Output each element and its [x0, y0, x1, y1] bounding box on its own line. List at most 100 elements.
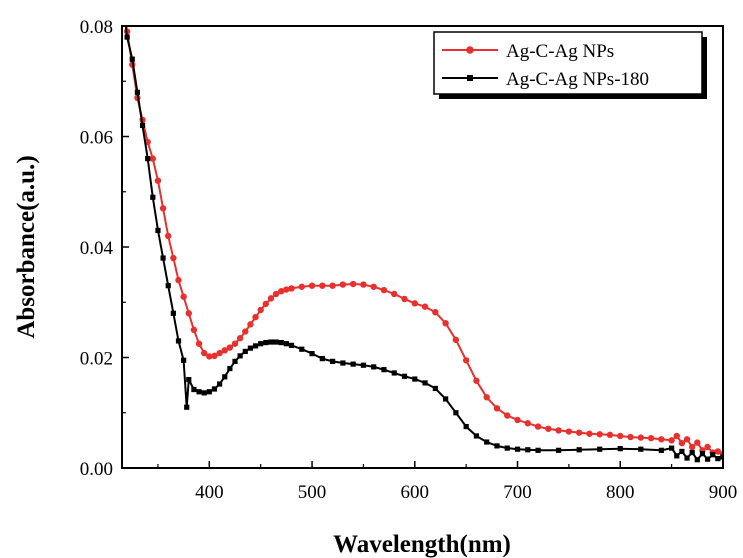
data-point	[494, 443, 500, 449]
data-point	[463, 423, 469, 430]
data-point	[263, 339, 269, 346]
data-point	[720, 454, 723, 460]
data-point	[391, 290, 398, 298]
data-point	[195, 340, 203, 347]
data-point	[555, 427, 562, 434]
data-point	[329, 282, 336, 289]
data-point	[401, 373, 408, 379]
data-point	[175, 276, 182, 284]
data-point	[170, 254, 177, 262]
data-point	[473, 377, 480, 384]
y-tick-label: 0.06	[80, 128, 113, 149]
data-point	[283, 286, 290, 293]
data-point	[349, 280, 357, 288]
legend-label-series-2: Ag-C-Ag NPs-180	[506, 69, 649, 90]
data-point	[190, 326, 198, 334]
data-point	[134, 89, 141, 95]
data-point	[139, 122, 146, 129]
legend-box	[433, 31, 703, 95]
data-point	[514, 446, 521, 452]
data-point	[201, 390, 207, 396]
data-point	[380, 286, 388, 294]
data-point	[535, 447, 541, 453]
data-point	[278, 339, 284, 346]
data-point	[330, 358, 336, 364]
data-point	[206, 353, 213, 360]
data-point	[232, 358, 238, 364]
data-point	[196, 389, 202, 395]
data-point	[227, 365, 233, 372]
data-point	[422, 380, 428, 386]
data-point	[257, 306, 264, 314]
data-point	[262, 300, 270, 308]
data-point	[268, 339, 274, 345]
data-point	[617, 432, 624, 440]
data-point	[565, 428, 573, 435]
data-point	[586, 430, 593, 437]
data-point	[155, 227, 161, 234]
data-point	[124, 34, 130, 40]
data-point	[122, 18, 127, 23]
legend: Ag-C-Ag NPs Ag-C-Ag NPs-180	[433, 31, 707, 99]
data-point	[443, 396, 449, 402]
data-point	[252, 343, 259, 349]
data-point	[504, 412, 511, 419]
data-point	[165, 232, 172, 240]
data-point	[360, 362, 367, 368]
data-point	[493, 405, 501, 412]
data-point	[370, 283, 377, 290]
data-point	[524, 420, 532, 427]
x-tick-label: 700	[503, 482, 532, 503]
data-point	[184, 404, 190, 410]
data-point	[273, 339, 279, 345]
data-point	[340, 360, 346, 366]
data-point	[453, 410, 459, 416]
data-point	[185, 310, 192, 317]
data-point	[278, 288, 285, 295]
data-point	[647, 434, 655, 442]
series-line	[124, 26, 723, 461]
data-point	[658, 436, 665, 443]
data-point	[283, 341, 289, 347]
data-point	[360, 281, 367, 288]
series-2	[122, 18, 723, 463]
data-point	[160, 255, 166, 261]
y-tick-label: 0.08	[80, 17, 113, 38]
data-point	[678, 439, 686, 447]
data-point	[710, 452, 716, 458]
x-tick-label: 900	[709, 482, 738, 503]
data-point	[339, 281, 347, 288]
data-point	[606, 431, 614, 439]
x-axis-title: Wavelength(nm)	[333, 531, 511, 558]
data-point	[129, 56, 135, 62]
data-point	[669, 445, 675, 451]
data-point	[299, 346, 305, 352]
data-point	[391, 370, 397, 376]
ticks-layer: 400 500 600 700 800 900 0.00 0.02 0.04 0.06 0.08	[80, 17, 738, 503]
data-point	[242, 348, 248, 355]
data-point	[442, 320, 449, 327]
data-point	[545, 425, 552, 432]
data-point	[504, 445, 510, 451]
data-point	[150, 194, 156, 200]
data-point	[411, 300, 418, 307]
data-point	[211, 352, 218, 360]
y-tick-label: 0.02	[80, 349, 113, 370]
data-point	[596, 431, 603, 438]
data-point	[534, 423, 542, 430]
data-point	[679, 448, 685, 455]
data-point	[638, 446, 644, 452]
data-point	[242, 328, 249, 335]
data-point	[247, 345, 254, 351]
data-point	[216, 381, 223, 387]
data-point	[683, 436, 691, 443]
data-point	[267, 295, 275, 302]
x-tick-label: 400	[195, 482, 224, 503]
data-point	[637, 434, 645, 441]
data-point	[514, 416, 521, 424]
data-point	[319, 356, 325, 362]
legend-marker-series-2	[467, 75, 473, 81]
data-point	[432, 308, 439, 316]
data-point	[149, 155, 157, 162]
data-point	[191, 386, 197, 393]
